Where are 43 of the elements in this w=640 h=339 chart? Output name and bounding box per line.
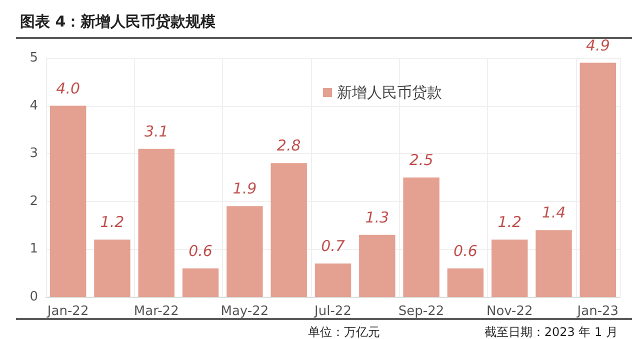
data-label: 3.1 bbox=[144, 122, 168, 140]
bar bbox=[403, 178, 440, 297]
data-label: 1.4 bbox=[542, 204, 566, 222]
y-tick-label: 1 bbox=[30, 242, 38, 257]
legend-label: 新增人民币贷款 bbox=[337, 84, 442, 102]
data-label: 1.2 bbox=[100, 213, 124, 232]
x-tick-label: Jan-22 bbox=[46, 304, 89, 319]
x-tick-label: May-22 bbox=[220, 304, 269, 319]
data-label: 2.8 bbox=[276, 136, 301, 155]
bar bbox=[492, 240, 528, 297]
bar bbox=[226, 206, 263, 297]
bar bbox=[270, 163, 307, 297]
data-label: 4.9 bbox=[586, 36, 610, 54]
data-label: 1.3 bbox=[365, 208, 390, 226]
x-tick-label: Jan-23 bbox=[576, 304, 619, 319]
text: 单位：万亿元 bbox=[308, 325, 380, 339]
data-label: 0.6 bbox=[188, 242, 212, 260]
y-tick-label: 5 bbox=[30, 50, 38, 66]
bar bbox=[536, 230, 572, 297]
x-tick-label: Sep-22 bbox=[398, 304, 444, 319]
bar bbox=[94, 240, 130, 297]
y-tick-label: 4 bbox=[30, 98, 38, 114]
bar bbox=[580, 62, 616, 297]
x-tick-label: Mar-22 bbox=[134, 304, 179, 319]
data-label: 1.9 bbox=[232, 180, 257, 198]
y-tick-label: 0 bbox=[30, 290, 38, 304]
x-tick-label: Nov-22 bbox=[486, 304, 533, 319]
data-label: 0.7 bbox=[321, 237, 346, 256]
bar bbox=[447, 268, 484, 297]
y-tick-label: 2 bbox=[30, 194, 38, 209]
bar bbox=[359, 234, 396, 297]
bar bbox=[314, 264, 352, 297]
data-label: 2.5 bbox=[409, 151, 434, 169]
data-label: 1.2 bbox=[498, 213, 522, 232]
x-tick-label: Jul-22 bbox=[314, 304, 352, 319]
bar bbox=[182, 268, 219, 297]
bar bbox=[138, 148, 174, 297]
data-label: 0.6 bbox=[454, 242, 478, 260]
data-label: 4.0 bbox=[56, 79, 80, 98]
chart-title: 图表 4：新增人民币贷款规模 bbox=[20, 12, 217, 30]
y-tick-label: 3 bbox=[30, 146, 38, 162]
bar bbox=[50, 106, 86, 297]
text: 截至日期：2023 年 1 月 bbox=[484, 325, 618, 339]
